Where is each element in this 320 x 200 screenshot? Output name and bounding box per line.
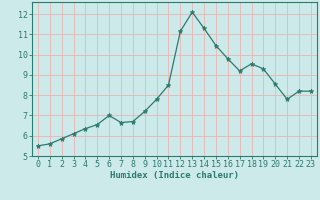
X-axis label: Humidex (Indice chaleur): Humidex (Indice chaleur) [110, 171, 239, 180]
